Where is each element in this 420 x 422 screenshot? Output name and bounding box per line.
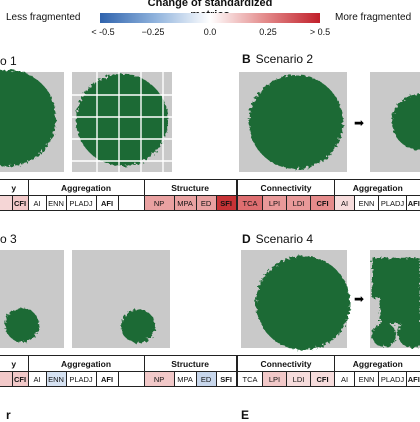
metric-cell: AI: [334, 371, 356, 387]
metric-cell: PLADJ: [65, 195, 97, 211]
panel-title-scenario-2: B Scenario 2: [242, 52, 314, 66]
panel-title-scenario-4: D Scenario 4: [242, 232, 314, 246]
metric-cell: AI: [27, 371, 47, 387]
metrics-table-scenario-1: y Aggregation Structure CFI AI ENN PLADJ…: [0, 179, 237, 211]
metric-cell: AFI: [95, 195, 119, 211]
metric-cell: SFI: [215, 195, 237, 211]
legend-more-fragmented: More fragmented: [335, 12, 412, 23]
metric-cell: NP: [143, 371, 175, 387]
metric-cell: PLADJ: [65, 371, 97, 387]
metric-cell: ENN: [354, 371, 380, 387]
group-connectivity: Connectivity: [236, 355, 336, 372]
metric-cell: ENN: [354, 195, 380, 211]
fragmentation-grid: [72, 72, 172, 172]
metrics-table-scenario-4: Connectivity Aggregation TCA LPI LDI CFI…: [236, 355, 420, 387]
panel-label-cutoff: r: [6, 408, 11, 422]
group-connectivity: y: [0, 179, 29, 196]
tick-label: 0.25: [259, 27, 277, 37]
metric-cell: AFI: [95, 371, 119, 387]
metric-cell: AI: [27, 195, 47, 211]
arrow-icon: ➡: [354, 116, 364, 130]
forest-patch: [0, 70, 56, 166]
tick-label: < -0.5: [91, 27, 115, 37]
color-scale-bar: [100, 13, 320, 23]
legend-less-fragmented: Less fragmented: [6, 12, 81, 23]
metric-cell: TCA: [237, 195, 263, 211]
metric-cell: MPA: [173, 195, 197, 211]
forest-patch: [372, 258, 420, 348]
metric-cell: NP: [143, 195, 175, 211]
arrow-icon: ➡: [354, 292, 364, 306]
group-aggregation: Aggregation: [334, 355, 420, 372]
metric-cell: AI: [334, 195, 356, 211]
metric-cell: ED: [195, 195, 217, 211]
tick-label: > 0.5: [309, 27, 331, 37]
forest-patch: [121, 309, 155, 343]
metric-cell: ENN: [45, 371, 67, 387]
metric-cell: [117, 371, 145, 387]
metric-cell: CFI: [11, 195, 29, 211]
metric-cell: AFI: [406, 195, 420, 211]
landscape-scenario-3-after: [72, 250, 170, 348]
metric-cell: ED: [195, 371, 217, 387]
metric-cell: LDI: [286, 371, 311, 387]
metrics-table-scenario-2: Connectivity Aggregation TCA LPI LDI CFI…: [236, 179, 420, 211]
metric-cell: [0, 195, 13, 211]
metric-cell: AFI: [406, 371, 420, 387]
metric-cell: SFI: [215, 371, 237, 387]
metric-cell: [117, 195, 145, 211]
metric-cell: TCA: [237, 371, 263, 387]
metric-cell: PLADJ: [378, 371, 408, 387]
panel-title-scenario-1: o 1: [0, 54, 17, 68]
metric-cell: CFI: [309, 371, 336, 387]
metric-cell: ENN: [45, 195, 67, 211]
panel-title-scenario-3: o 3: [0, 232, 17, 246]
group-aggregation: Aggregation: [27, 179, 145, 196]
panel-label-cutoff: E: [241, 408, 250, 422]
forest-patch: [5, 308, 39, 342]
metric-cell: CFI: [11, 371, 29, 387]
group-structure: Structure: [143, 355, 237, 372]
forest-patch: [76, 74, 168, 166]
group-aggregation: Aggregation: [334, 179, 420, 196]
group-aggregation: Aggregation: [27, 355, 145, 372]
metric-cell: PLADJ: [378, 195, 408, 211]
tick-label: −0.25: [141, 27, 165, 37]
tick-label: 0.0: [203, 27, 217, 37]
metrics-table-scenario-3: y Aggregation Structure CFI AI ENN PLADJ…: [0, 355, 237, 387]
group-structure: Structure: [143, 179, 237, 196]
forest-patch: [249, 75, 343, 169]
metric-cell: CFI: [309, 195, 336, 211]
metric-cell: LDI: [286, 195, 311, 211]
group-connectivity: Connectivity: [236, 179, 336, 196]
metric-cell: LPI: [262, 371, 287, 387]
forest-patch: [392, 94, 420, 150]
forest-patch: [256, 256, 350, 350]
group-connectivity: y: [0, 355, 29, 372]
metric-cell: [0, 371, 13, 387]
metric-cell: MPA: [173, 371, 197, 387]
metric-cell: LPI: [262, 195, 287, 211]
